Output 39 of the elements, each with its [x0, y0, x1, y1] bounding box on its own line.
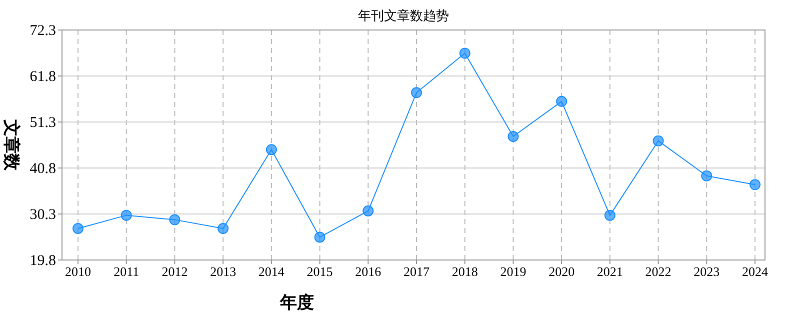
point	[556, 96, 568, 107]
chart-title: 年刊文章数趋势	[358, 8, 449, 23]
y-tick-label: 40.8	[30, 161, 56, 177]
x-tick-label: 2011	[114, 264, 140, 279]
x-tick-label: 2010	[65, 264, 91, 279]
x-tick-label: 2014	[258, 264, 285, 279]
point	[362, 205, 374, 216]
point	[604, 210, 616, 221]
y-tick-label: 51.3	[30, 115, 56, 131]
point	[508, 130, 519, 142]
x-tick-label: 2017	[404, 264, 430, 279]
point	[701, 170, 712, 182]
point	[218, 222, 229, 234]
x-tick-label: 2012	[162, 264, 188, 279]
point	[266, 144, 277, 156]
x-tick-label: 2024	[742, 264, 768, 279]
x-tick-label: 2019	[500, 264, 526, 279]
point	[652, 135, 664, 146]
point	[459, 48, 470, 59]
x-tick-label: 2013	[210, 264, 236, 279]
point	[169, 214, 180, 226]
x-tick-label: 2015	[306, 264, 333, 279]
x-axis-title: 年度	[279, 293, 314, 312]
y-tick-label: 61.8	[30, 69, 56, 85]
point	[314, 232, 326, 243]
point	[120, 210, 132, 221]
point	[72, 222, 84, 234]
x-tick-label: 2016	[355, 264, 382, 279]
x-tick-label: 2023	[694, 264, 720, 279]
y-axis-title: 文章数	[2, 118, 21, 172]
point	[411, 87, 422, 98]
y-tick-label: 30.3	[30, 207, 56, 223]
x-tick-label: 2020	[548, 264, 575, 279]
point	[750, 179, 760, 190]
x-tick-label: 2018	[452, 264, 478, 279]
y-tick-label: 19.8	[30, 253, 56, 269]
x-tick-label: 2021	[596, 264, 623, 279]
x-tick-label: 2022	[645, 264, 672, 279]
y-tick-label: 72.3	[30, 23, 56, 39]
